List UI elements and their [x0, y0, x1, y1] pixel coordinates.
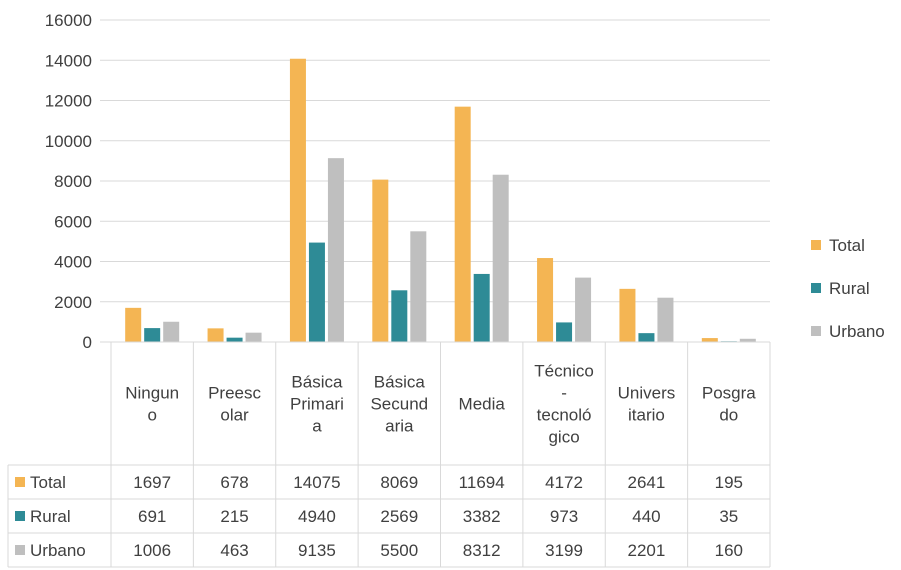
legend-label: Rural	[829, 279, 870, 298]
table-series-name: Total	[30, 473, 66, 492]
bar-rural	[144, 328, 161, 342]
bar-rural	[308, 242, 325, 342]
y-tick-label: 2000	[54, 293, 92, 312]
table-cell: 1697	[133, 473, 171, 492]
y-tick-label: 8000	[54, 172, 92, 191]
table-key-total	[15, 477, 25, 487]
table-cell: 3199	[545, 541, 583, 560]
category-label: Técnico	[534, 362, 594, 381]
bar-total	[372, 179, 389, 342]
y-tick-label: 0	[83, 333, 92, 352]
table-cell: 14075	[293, 473, 340, 492]
bar-urbano	[245, 332, 262, 342]
table-cell: 4172	[545, 473, 583, 492]
bar-total	[619, 288, 636, 342]
legend-label: Total	[829, 236, 865, 255]
bar-total	[289, 58, 306, 342]
table-key-urbano	[15, 545, 25, 555]
table-cell: 463	[220, 541, 248, 560]
table-cell: 2569	[380, 507, 418, 526]
bar-total	[701, 338, 718, 342]
category-label: Preesc	[208, 384, 261, 403]
table-cell: 2641	[628, 473, 666, 492]
table-key-rural	[15, 511, 25, 521]
table-cell: 8312	[463, 541, 501, 560]
category-label: itario	[628, 406, 665, 425]
bar-urbano	[327, 158, 344, 342]
category-label: aria	[385, 417, 414, 436]
y-tick-label: 10000	[45, 132, 92, 151]
table-cell: 11694	[459, 473, 505, 492]
table-cell: 4940	[298, 507, 336, 526]
category-label: Primari	[290, 395, 344, 414]
bar-urbano	[492, 174, 509, 342]
category-label: tecnoló	[537, 406, 592, 425]
bar-rural	[391, 290, 408, 342]
bar-rural	[638, 333, 655, 342]
category-label: Secund	[370, 395, 428, 414]
bar-total	[537, 258, 554, 342]
category-label: gico	[548, 428, 579, 447]
bar-urbano	[410, 231, 427, 342]
table-series-name: Urbano	[30, 541, 86, 560]
table-cell: 1006	[133, 541, 171, 560]
bar-rural	[556, 322, 573, 342]
table-cell: 678	[220, 473, 248, 492]
bar-urbano	[657, 297, 674, 342]
category-label: a	[312, 417, 322, 436]
bar-total	[207, 328, 224, 342]
legend-swatch-total	[811, 240, 821, 250]
category-label: Ningun	[125, 384, 179, 403]
bar-urbano	[163, 321, 180, 342]
table-cell: 35	[719, 507, 738, 526]
category-label: Básica	[374, 373, 426, 392]
bar-rural	[226, 337, 243, 342]
bar-urbano	[739, 338, 756, 342]
category-label: Univers	[618, 384, 676, 403]
y-tick-label: 14000	[45, 51, 92, 70]
table-cell: 440	[632, 507, 660, 526]
category-label: Posgra	[702, 384, 756, 403]
table-cell: 3382	[463, 507, 501, 526]
legend-swatch-rural	[811, 283, 821, 293]
category-label: -	[561, 384, 567, 403]
y-tick-label: 16000	[45, 11, 92, 30]
table-cell: 2201	[628, 541, 666, 560]
legend-label: Urbano	[829, 322, 885, 341]
table-cell: 9135	[298, 541, 336, 560]
bar-rural	[473, 273, 490, 342]
table-cell: 973	[550, 507, 578, 526]
y-tick-label: 6000	[54, 212, 92, 231]
bar-urbano	[575, 277, 592, 342]
y-tick-label: 12000	[45, 92, 92, 111]
table-cell: 160	[715, 541, 743, 560]
table-cell: 195	[715, 473, 743, 492]
category-label: Media	[459, 395, 506, 414]
bar-total	[454, 106, 471, 342]
category-label: do	[719, 406, 738, 425]
category-label: o	[147, 406, 156, 425]
y-tick-label: 4000	[54, 253, 92, 272]
category-label: Básica	[291, 373, 343, 392]
table-cell: 8069	[380, 473, 418, 492]
table-cell: 215	[220, 507, 248, 526]
table-series-name: Rural	[30, 507, 71, 526]
table-cell: 5500	[380, 541, 418, 560]
bar-total	[125, 307, 142, 342]
table-cell: 691	[138, 507, 166, 526]
legend-swatch-urbano	[811, 326, 821, 336]
category-label: olar	[220, 406, 249, 425]
